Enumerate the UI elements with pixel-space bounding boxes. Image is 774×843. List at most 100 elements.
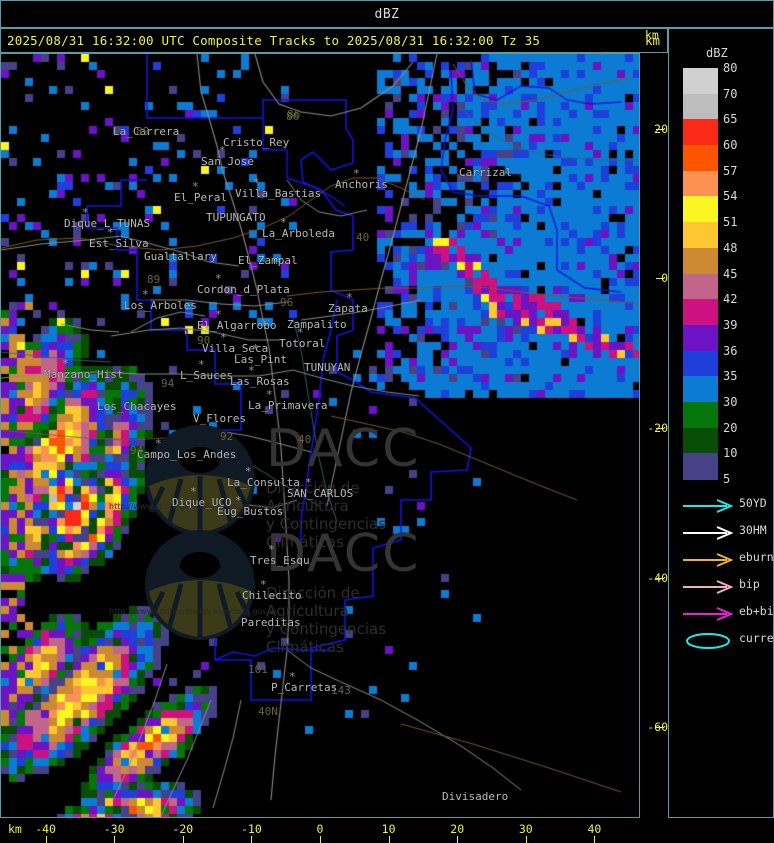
- map-label-totoral: Totoral: [279, 337, 326, 350]
- station-marker-icon: *: [192, 180, 199, 193]
- station-marker-icon: *: [142, 288, 149, 301]
- colorbar-tick-10: 10: [723, 446, 738, 461]
- x-tick-mark: [457, 836, 459, 843]
- colorbar-tick-35: 35: [723, 369, 738, 384]
- road-label-40: 40: [356, 231, 370, 244]
- map-label-divisadero: Divisadero: [442, 790, 509, 803]
- colorbar-tick-57: 57: [723, 163, 738, 178]
- colorbar-band-45: [683, 247, 718, 274]
- x-tick-label-0: 0: [316, 822, 324, 836]
- track-arrow-icon: [683, 498, 734, 513]
- road-label-101: 101: [248, 663, 268, 676]
- station-marker-icon: *: [260, 578, 267, 591]
- y-tick-mark: [656, 428, 664, 430]
- colorbar-band-39: [683, 299, 718, 326]
- window-title: dBZ: [374, 6, 400, 22]
- map-label-zapata: Zapata: [328, 302, 368, 315]
- colorbar-tick-54: 54: [723, 189, 738, 204]
- x-axis-unit-label: km: [8, 822, 22, 836]
- road-label-94: 94: [130, 444, 144, 457]
- geography-layer: [1, 54, 639, 817]
- timestamp-header: 2025/08/31 16:32:00 UTC Composite Tracks…: [7, 33, 541, 48]
- colorbar-tick-36: 36: [723, 343, 738, 358]
- y-tick-mark: [656, 278, 664, 280]
- x-tick-label-40: 40: [587, 822, 602, 836]
- x-tick-mark: [594, 836, 596, 843]
- radar-canvas[interactable]: DACC Dirección de Agricultura y Continge…: [1, 54, 639, 817]
- colorbar-tick-70: 70: [723, 86, 738, 101]
- station-marker-icon: *: [353, 167, 360, 180]
- road-label-92: 92: [220, 430, 234, 443]
- legend-row-30hm[interactable]: 30HM: [683, 519, 774, 546]
- map-label-p_carretas: P_Carretas: [271, 681, 338, 694]
- map-label-cordon_d_plata: Cordon_d_Plata: [197, 283, 290, 296]
- map-label-cristo_rey: Cristo_Rey: [223, 136, 290, 149]
- colorbar-band-70: [683, 68, 718, 95]
- station-marker-icon: *: [215, 272, 222, 285]
- map-label-dique_uco: Dique_UCO: [172, 496, 232, 509]
- map-label-tunuyan: TUNUYAN: [304, 361, 351, 374]
- colorbar-tick-51: 51: [723, 215, 738, 230]
- map-label-eug_bustos: Eug_Bustos: [217, 505, 284, 518]
- x-tick-mark: [320, 836, 321, 843]
- colorbar-band-10: [683, 427, 718, 454]
- colorbar-tick-5: 5: [723, 472, 731, 486]
- map-label-el_zampal: El_Zampal: [238, 254, 298, 267]
- legend-row-50yd[interactable]: 50YD: [683, 492, 774, 519]
- legend-label: 30HM: [739, 523, 767, 537]
- map-label-v_flores: V_Flores: [193, 412, 246, 425]
- map-label-zampalito: Zampalito: [287, 318, 347, 331]
- road-label-89: 89: [147, 273, 161, 286]
- map-label-anchoris: Anchoris: [335, 178, 388, 191]
- colorbar-band-60: [683, 119, 718, 146]
- colorbar-band-36: [683, 324, 718, 352]
- station-marker-icon: *: [215, 308, 222, 321]
- x-tick-label--30: -30: [103, 822, 125, 836]
- y-tick-mark: [656, 128, 664, 130]
- map-label-l_sauces: L_Sauces: [180, 369, 233, 382]
- x-tick-mark: [45, 836, 47, 843]
- x-tick-mark: [182, 836, 184, 843]
- legend-row-eb-bip[interactable]: eb+bip: [683, 600, 774, 627]
- map-label-manzano_hist: Manzano_Hist: [44, 368, 124, 381]
- legend-row-current[interactable]: current: [683, 627, 774, 654]
- map-label-la_arboleda: La_Arboleda: [262, 227, 335, 240]
- x-tick-label--10: -10: [241, 822, 262, 836]
- track-arrow-icon: [683, 606, 734, 621]
- colorbar-tick-60: 60: [723, 138, 738, 153]
- road-label-86: 86: [286, 110, 300, 123]
- x-tick-label-10: 10: [381, 822, 396, 836]
- x-tick-label-30: 30: [518, 822, 533, 836]
- y-tick-label-0: 0: [661, 271, 668, 286]
- station-marker-icon: *: [155, 437, 162, 450]
- station-marker-icon: *: [248, 364, 255, 377]
- colorbar-band-42: [683, 273, 718, 300]
- colorbar-tick-65: 65: [723, 112, 738, 127]
- legend-label: eb+bip: [739, 604, 774, 618]
- colorbar-band-5: [683, 453, 718, 480]
- station-marker-icon: *: [107, 226, 114, 239]
- colorbar-band-20: [683, 401, 718, 429]
- legend-label: current: [739, 631, 774, 645]
- legend-row-eburn[interactable]: eburn: [683, 546, 774, 573]
- station-marker-icon: *: [235, 494, 242, 507]
- track-arrow-icon: [683, 579, 734, 594]
- legend-row-bip[interactable]: bip: [683, 573, 774, 600]
- colorbar[interactable]: 80 70 65 60 57 54 51 48 45 42 39 36 35 30 20 10 5: [683, 61, 737, 486]
- station-marker-icon: *: [266, 388, 273, 401]
- map-label-las_pint: Las_Pint: [234, 353, 287, 366]
- colorbar-tick-42: 42: [723, 292, 738, 307]
- station-marker-icon: *: [219, 144, 226, 157]
- map-label-carrizal: Carrizal: [459, 166, 512, 179]
- map-label-dique_l_tunas: Dique_L_TUNAS: [64, 217, 151, 230]
- x-tick-mark: [525, 836, 527, 843]
- legend-label: 50YD: [739, 496, 767, 510]
- track-arrow-icon: [683, 525, 734, 540]
- y-tick-mark: [656, 727, 664, 729]
- station-marker-icon: *: [280, 216, 287, 229]
- station-marker-icon: *: [190, 485, 197, 498]
- station-marker-icon: *: [252, 342, 259, 355]
- station-marker-icon: *: [198, 358, 205, 371]
- station-marker-icon: *: [82, 206, 89, 219]
